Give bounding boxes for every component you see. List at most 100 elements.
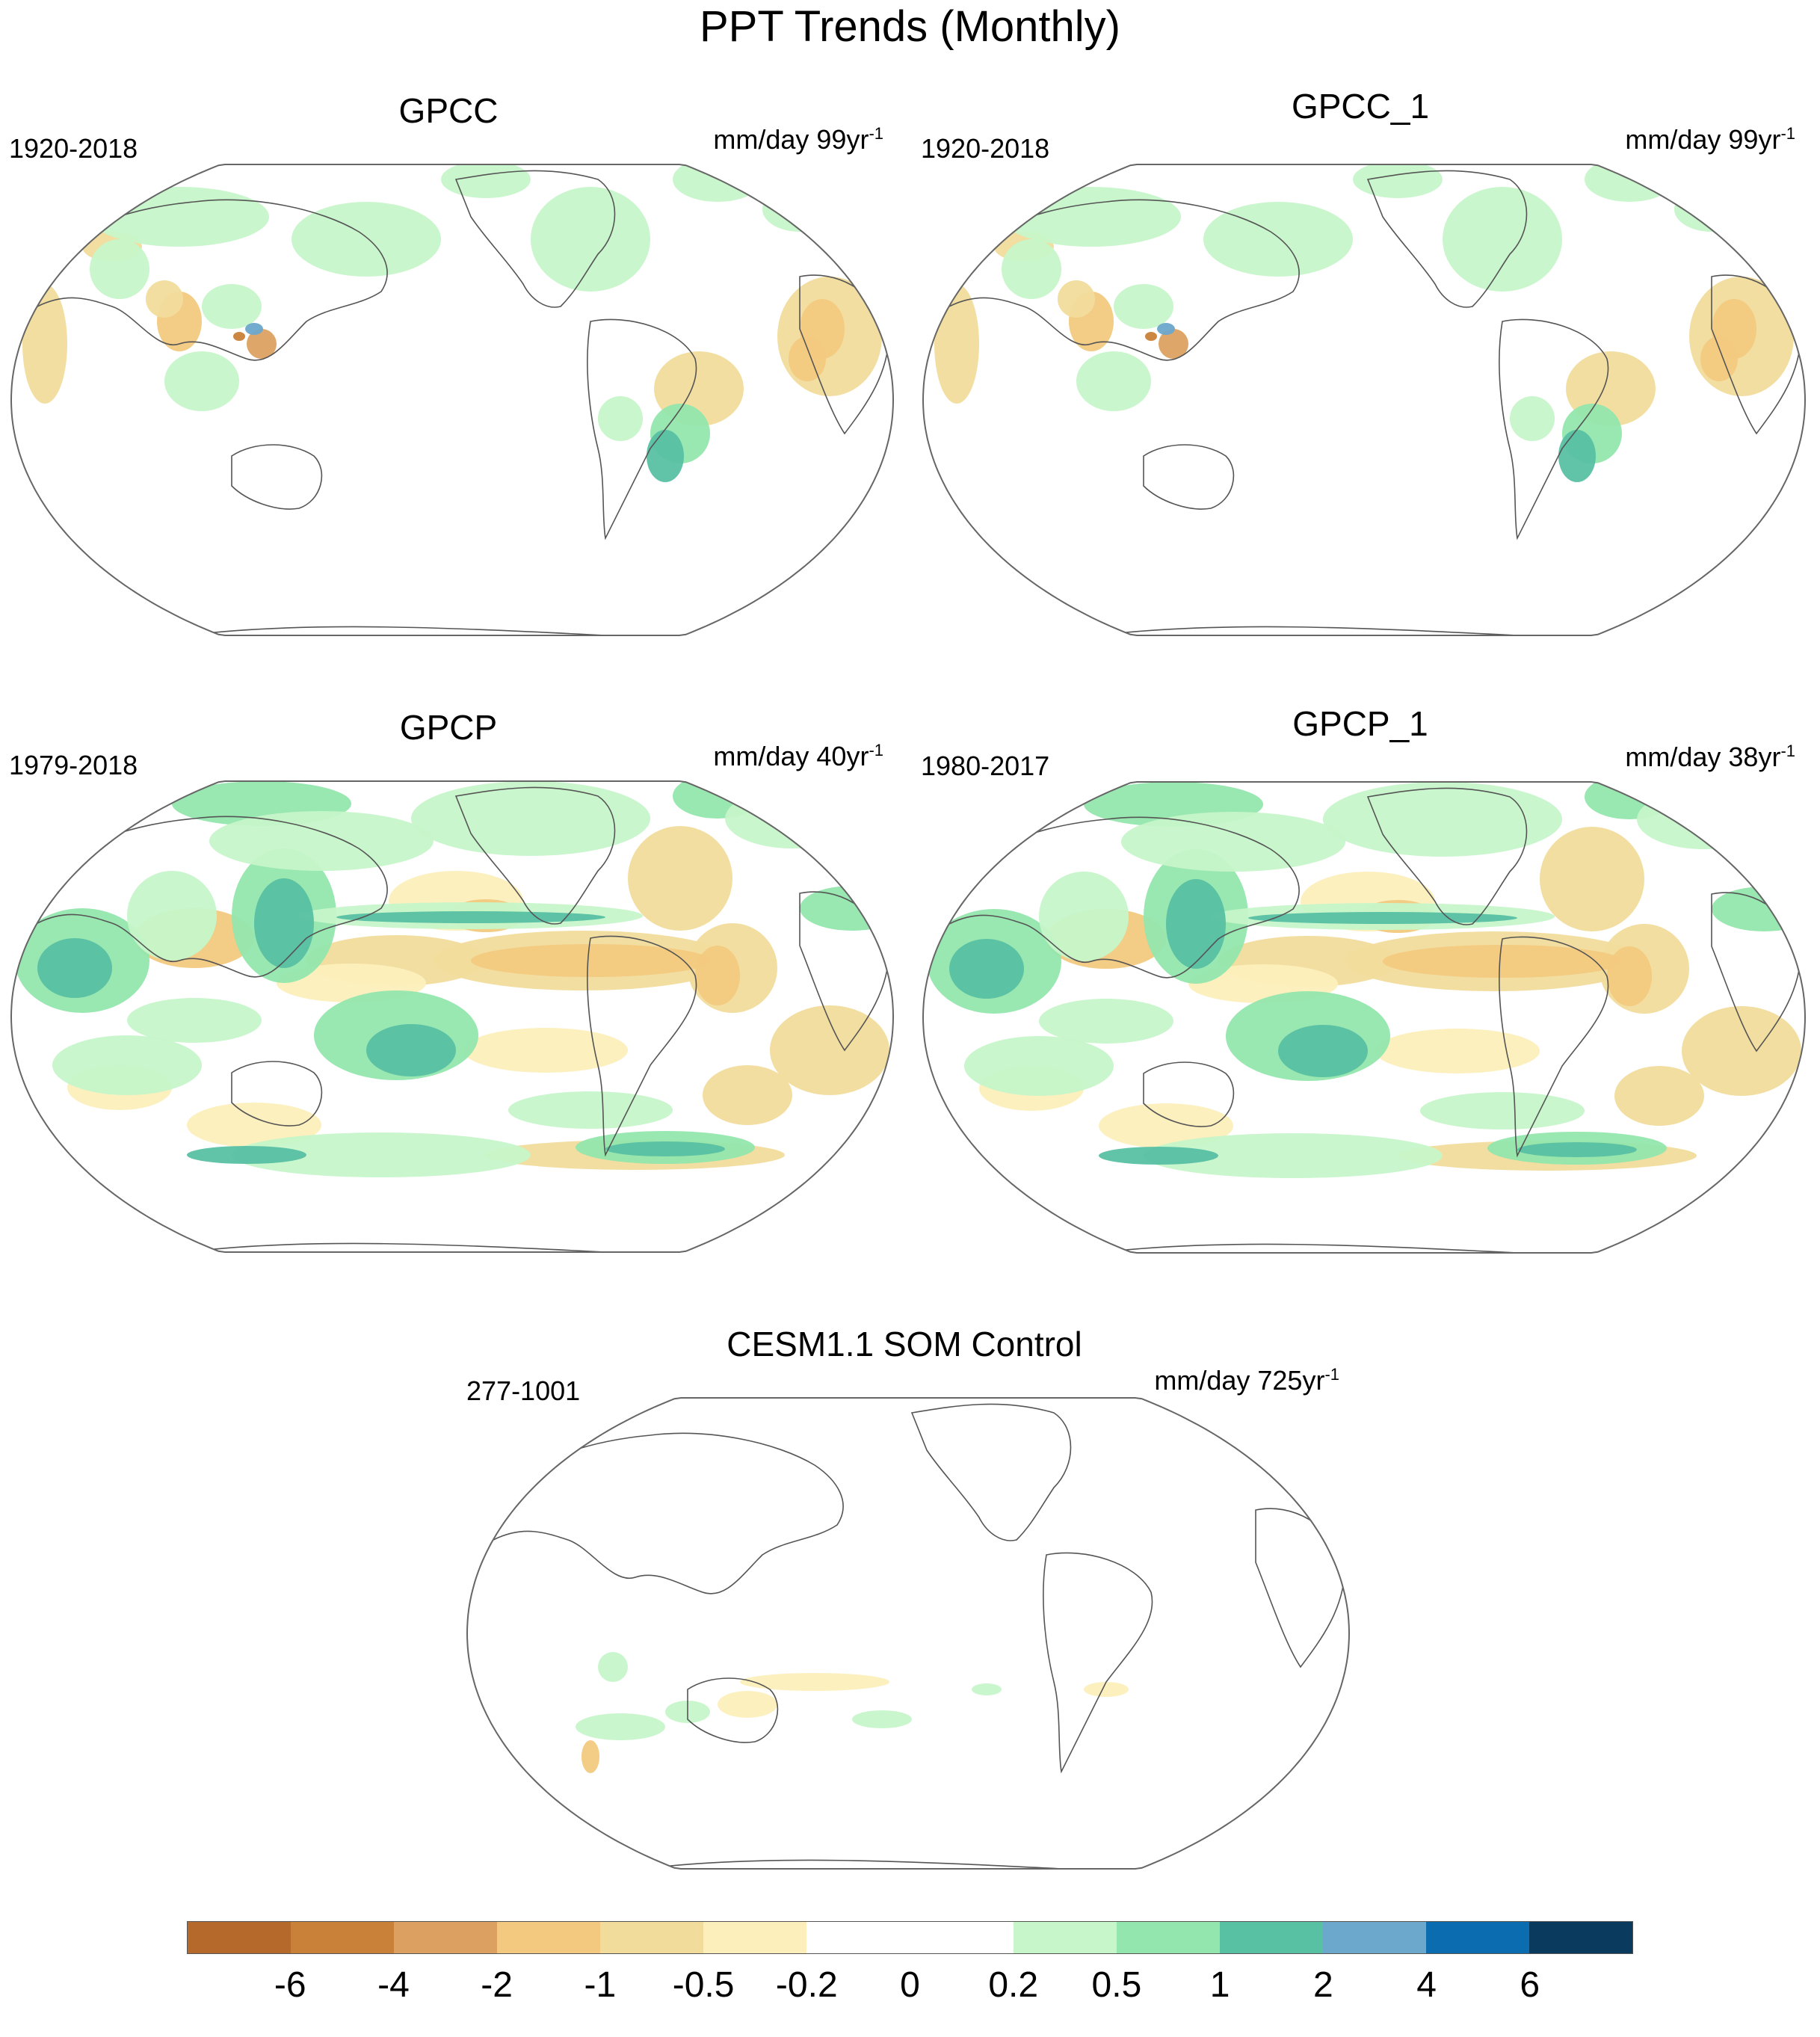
trend-region [1420, 1092, 1585, 1130]
trend-region [598, 396, 643, 441]
units-label: mm/day 99yr-1 [1625, 124, 1795, 155]
trend-region [1145, 332, 1157, 341]
panel-title: GPCC [398, 91, 499, 130]
trend-region [245, 323, 263, 335]
units-label: mm/day 99yr-1 [713, 124, 883, 155]
panel-title: GPCP_1 [1292, 704, 1428, 743]
coastline [687, 1677, 779, 1743]
coastline [22, 199, 388, 361]
trend-region [1517, 1142, 1637, 1157]
trend-region [949, 939, 1024, 999]
trend-region [647, 430, 684, 482]
trend-region [1121, 812, 1345, 872]
map-gpcc1 [922, 164, 1807, 636]
trend-region [531, 187, 650, 292]
colorbar-box [1116, 1922, 1220, 1953]
trend-region [740, 1673, 889, 1691]
map-cesm [466, 1397, 1351, 1870]
trend-region [703, 1065, 792, 1125]
trend-region [725, 789, 860, 848]
map-field [11, 164, 893, 635]
colorbar-tick-label: -0.2 [775, 1965, 838, 2005]
trend-region [22, 284, 67, 404]
trend-region [789, 336, 826, 381]
trend-region [628, 826, 732, 931]
colorbar-tick-label: 2 [1312, 1965, 1333, 2005]
trend-region [463, 1028, 628, 1073]
colorbar-tick-label: 4 [1416, 1965, 1437, 2005]
trend-region [1002, 187, 1181, 247]
units-label: mm/day 725yr-1 [1154, 1365, 1339, 1396]
panel-title: CESM1.1 SOM Control [727, 1325, 1082, 1363]
trend-region [52, 1035, 202, 1095]
trend-region [1144, 1133, 1443, 1178]
trend-region [11, 781, 142, 841]
trend-region [336, 911, 605, 923]
period-label: 1979-2018 [9, 750, 138, 780]
colorbar-tick-label: -2 [481, 1965, 513, 2005]
colorbar-tick-label: -4 [377, 1965, 410, 2005]
colorbar-tick-label: -1 [584, 1965, 617, 2005]
colorbar-box [1529, 1922, 1633, 1953]
trend-region [1353, 164, 1443, 198]
trend-region [1323, 782, 1562, 857]
colorbar-tick-label: 0 [900, 1965, 920, 2005]
coastline [186, 1242, 830, 1252]
trend-region [852, 1710, 912, 1728]
trend-region [762, 187, 837, 232]
trend-region [598, 1652, 628, 1682]
coastline [1043, 1552, 1153, 1774]
colorbar-box [188, 1922, 291, 1953]
map-gpcc [10, 164, 895, 636]
trend-region [1607, 946, 1652, 1006]
coastline [642, 1859, 1286, 1869]
trend-region [1203, 202, 1353, 277]
trend-region [1099, 1147, 1218, 1165]
coastline [1499, 318, 1609, 540]
trend-region [1248, 912, 1517, 924]
trend-region [187, 1146, 306, 1164]
map-frame [922, 164, 1807, 636]
colorbar-tick-label: 6 [1520, 1965, 1540, 2005]
trend-region [695, 946, 740, 1005]
coastline [1366, 787, 1528, 925]
coastline [478, 1432, 844, 1594]
trend-region [1443, 187, 1562, 292]
trend-region [164, 351, 239, 411]
panel-cesm: CESM1.1 SOM Control 277-1001 mm/day 725y… [456, 1323, 1353, 1921]
map-frame [922, 781, 1807, 1254]
trend-region [508, 1091, 673, 1129]
trend-region [923, 782, 1054, 842]
trend-region [1682, 1006, 1801, 1096]
trend-region [209, 811, 434, 871]
trend-region [1039, 999, 1173, 1044]
trend-region [1375, 1029, 1540, 1073]
trend-region [1614, 1066, 1704, 1126]
colorbar-tick-label: 0.5 [1091, 1965, 1142, 2005]
colorbar-box [1219, 1922, 1323, 1953]
panel-gpcp1: GPCP_1 1980-2017 mm/day 38yr-1 [912, 703, 1809, 1301]
colorbar-box [910, 1922, 1014, 1953]
map-frame [10, 780, 895, 1253]
period-label: 1980-2017 [921, 751, 1050, 781]
trend-region [605, 1141, 725, 1156]
panel-title: GPCC_1 [1291, 87, 1430, 126]
trend-region [770, 1005, 889, 1095]
trend-region [146, 280, 183, 318]
colorbar-tick-label: 1 [1209, 1965, 1230, 2005]
trend-region [127, 871, 217, 961]
coastline [934, 816, 1300, 979]
trend-region [90, 187, 269, 247]
trend-region [90, 239, 149, 299]
colorbar [187, 1921, 1633, 1954]
units-label: mm/day 40yr-1 [713, 741, 883, 771]
panel-title: GPCP [399, 708, 498, 747]
figure-title: PPT Trends (Monthly) [699, 2, 1120, 51]
trend-region [411, 781, 650, 856]
coastline [231, 1061, 323, 1127]
panel-gpcc1: GPCC_1 1920-2018 mm/day 99yr-1 [912, 85, 1809, 683]
coastline [1366, 170, 1528, 308]
coastline [1499, 936, 1609, 1158]
coastline [1143, 444, 1235, 510]
coastline [1098, 626, 1742, 635]
